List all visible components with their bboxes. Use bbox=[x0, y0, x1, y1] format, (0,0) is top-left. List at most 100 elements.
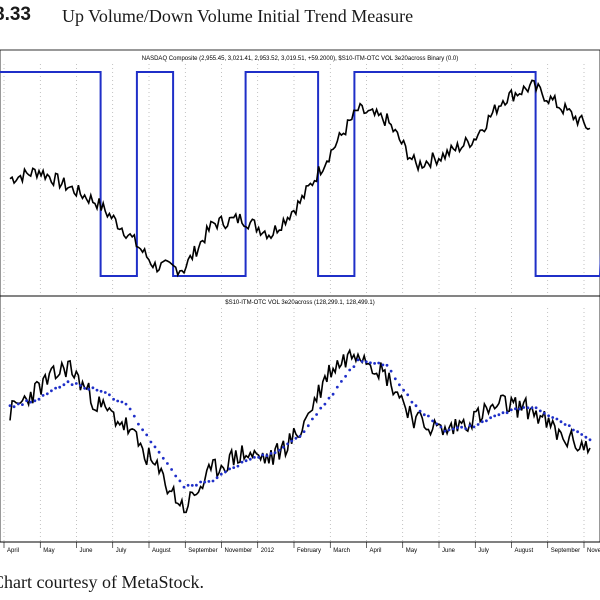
moving-average-point bbox=[282, 445, 285, 449]
moving-average-point bbox=[25, 399, 28, 403]
moving-average-point bbox=[8, 404, 12, 407]
moving-average-point bbox=[315, 413, 318, 416]
moving-average-point bbox=[199, 480, 203, 484]
moving-average-point bbox=[460, 425, 463, 429]
moving-average-point bbox=[58, 385, 62, 389]
moving-average-point bbox=[472, 425, 476, 429]
moving-average-point bbox=[364, 360, 368, 364]
moving-average-point bbox=[182, 485, 186, 489]
moving-average-point bbox=[356, 358, 360, 362]
moving-average-point bbox=[331, 392, 335, 396]
figure-title: Up Volume/Down Volume Initial Trend Meas… bbox=[62, 6, 414, 26]
moving-average-point bbox=[497, 413, 501, 417]
x-tick-label: November bbox=[587, 548, 600, 554]
moving-average-point bbox=[128, 407, 132, 411]
x-tick-label: July bbox=[116, 548, 127, 554]
moving-average-point bbox=[112, 397, 115, 401]
bottom-pane-series bbox=[8, 348, 592, 514]
moving-average-point bbox=[190, 484, 194, 487]
moving-average-point bbox=[294, 436, 298, 440]
moving-average-point bbox=[319, 406, 323, 410]
moving-average-point bbox=[286, 442, 289, 446]
price-series-line bbox=[9, 79, 591, 278]
figure-header: 8.33 Up Volume/Down Volume Initial Trend… bbox=[0, 0, 600, 36]
moving-average-point bbox=[108, 393, 111, 397]
moving-average-point bbox=[377, 361, 381, 365]
x-tick-label: March bbox=[333, 548, 350, 554]
moving-average-point bbox=[166, 462, 169, 465]
moving-average-point bbox=[302, 430, 306, 433]
moving-average-point bbox=[33, 399, 37, 403]
moving-average-point bbox=[298, 434, 302, 438]
x-tick-label: July bbox=[478, 548, 489, 554]
moving-average-point bbox=[414, 404, 418, 408]
moving-average-point bbox=[344, 374, 347, 378]
moving-average-point bbox=[418, 409, 422, 413]
moving-average-point bbox=[406, 393, 410, 397]
x-tick-label: August bbox=[152, 548, 171, 554]
moving-average-point bbox=[253, 456, 256, 459]
moving-average-point bbox=[340, 380, 343, 383]
moving-average-point bbox=[153, 445, 157, 449]
moving-average-point bbox=[79, 384, 82, 387]
moving-average-point bbox=[195, 483, 198, 487]
moving-average-point bbox=[120, 400, 124, 404]
binary-series-line bbox=[0, 71, 600, 277]
moving-average-point bbox=[439, 425, 443, 429]
moving-average-point bbox=[335, 385, 339, 389]
moving-average-point bbox=[514, 407, 517, 411]
moving-average-point bbox=[290, 439, 294, 443]
moving-average-point bbox=[323, 402, 327, 406]
figure-credit: Chart courtesy of MetaStock. bbox=[0, 572, 204, 592]
moving-average-point bbox=[476, 423, 480, 426]
top-pane-title: NASDAQ Composite (2,955.45, 3,021.41, 2,… bbox=[142, 56, 458, 62]
moving-average-point bbox=[385, 363, 389, 367]
moving-average-point bbox=[261, 453, 265, 457]
x-tick-label: April bbox=[7, 548, 19, 554]
moving-average-point bbox=[178, 479, 182, 483]
moving-average-point bbox=[273, 451, 277, 455]
moving-average-point bbox=[501, 411, 505, 415]
moving-average-point bbox=[410, 400, 414, 404]
moving-average-point bbox=[29, 400, 33, 404]
moving-average-point bbox=[116, 399, 120, 403]
moving-average-point bbox=[393, 377, 397, 381]
moving-average-point bbox=[431, 419, 434, 423]
figure-number: 8.33 bbox=[0, 4, 31, 25]
moving-average-point bbox=[584, 435, 588, 439]
x-tick-label: June bbox=[80, 548, 94, 554]
moving-average-point bbox=[91, 386, 95, 390]
moving-average-point bbox=[509, 408, 513, 412]
x-tick-label: February bbox=[297, 548, 321, 554]
moving-average-point bbox=[161, 456, 165, 460]
moving-average-point bbox=[447, 428, 451, 432]
moving-average-point bbox=[244, 459, 248, 463]
moving-average-point bbox=[203, 480, 207, 484]
moving-average-point bbox=[456, 426, 459, 429]
moving-average-point bbox=[207, 480, 211, 483]
moving-average-point bbox=[555, 417, 559, 421]
moving-average-point bbox=[132, 414, 136, 418]
moving-average-point bbox=[522, 406, 526, 409]
moving-average-point bbox=[427, 414, 430, 418]
moving-average-point bbox=[265, 454, 269, 458]
moving-average-point bbox=[538, 409, 542, 413]
moving-average-point bbox=[74, 382, 78, 385]
x-tick-label: August bbox=[515, 548, 534, 554]
moving-average-point bbox=[141, 428, 145, 432]
moving-average-point bbox=[219, 472, 223, 476]
moving-average-point bbox=[83, 386, 86, 390]
moving-average-point bbox=[480, 420, 484, 424]
x-tick-label: November bbox=[225, 548, 253, 554]
moving-average-point bbox=[505, 411, 509, 415]
moving-average-point bbox=[311, 417, 314, 421]
x-tick-label: June bbox=[442, 548, 456, 554]
moving-average-point bbox=[87, 387, 91, 391]
moving-average-point bbox=[240, 460, 244, 464]
x-tick-label: September bbox=[188, 548, 217, 554]
moving-average-point bbox=[567, 424, 571, 427]
moving-average-point bbox=[257, 456, 260, 459]
moving-average-point bbox=[232, 466, 236, 469]
x-axis-labels: April May June July August September November 2… bbox=[3, 542, 600, 554]
